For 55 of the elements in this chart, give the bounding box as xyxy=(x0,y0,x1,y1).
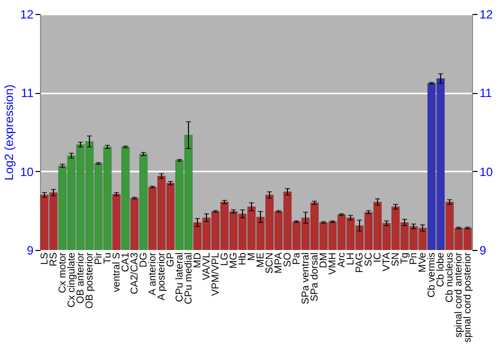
x-tick-label: Pn xyxy=(408,252,420,265)
x-tick-label: OB anterior xyxy=(75,252,86,304)
x-tick-label: spinal cord posterior xyxy=(462,252,474,343)
x-tick-label: ME xyxy=(256,252,266,268)
y-tick-label: 12 xyxy=(20,8,34,22)
x-tick-label: Tu xyxy=(102,252,114,264)
x-tick-label: Pir xyxy=(93,252,104,265)
x-tick-label: SO xyxy=(282,252,294,267)
x-tick-label: DM xyxy=(318,252,330,268)
x-tick-label: VMH xyxy=(328,252,339,275)
y2-tick-label: 9 xyxy=(480,244,486,258)
y-tick-label: 10 xyxy=(20,164,34,179)
x-tick-label: VPM/VPL xyxy=(210,252,222,296)
x-tick-label: Cx motor xyxy=(57,252,68,294)
x-tick-label: LG xyxy=(219,252,230,266)
x-tick-label: Hb xyxy=(237,252,248,266)
x-tick-label: Cb lobe xyxy=(436,252,447,287)
x-tick-label: MPA xyxy=(274,252,285,274)
y-tick-label: 9 xyxy=(26,244,34,258)
x-tick-label: RS xyxy=(48,252,60,266)
x-tick-label: CPu lateral xyxy=(174,252,186,302)
x-tick-label: Arc xyxy=(336,252,348,268)
x-tick-label: CA2/CA3 xyxy=(129,252,140,294)
x-tick-label: Cx cingulate xyxy=(66,252,78,308)
x-tick-label: ventral S xyxy=(111,252,122,292)
x-tick-label: M xyxy=(246,252,258,261)
x-tick-label: MD xyxy=(192,252,204,268)
x-tick-label: A anterior xyxy=(147,252,158,296)
x-tick-label: SPa dorsal xyxy=(310,252,321,302)
x-tick-label: SN xyxy=(390,252,402,266)
x-tick-label: CA1 xyxy=(120,252,132,272)
x-tick-label: VA/VL xyxy=(201,252,212,280)
x-tick-label: Pa xyxy=(292,252,303,265)
x-tick-label: LS xyxy=(39,252,50,265)
x-tick-label: MG xyxy=(228,252,240,269)
y2-tick-label: 10 xyxy=(480,164,494,179)
x-tick-label: Cb nucleus xyxy=(444,252,456,303)
x-tick-label: PAG xyxy=(354,252,366,273)
x-tick-label: Tg xyxy=(400,252,411,264)
x-tick-label: CPu medial xyxy=(183,252,194,304)
x-tick-label: LH xyxy=(346,252,357,266)
x-tick-label: DG xyxy=(138,252,150,268)
x-tick-label: SC xyxy=(364,252,375,266)
x-tick-label: OB posterior xyxy=(84,252,96,309)
x-tick-label: A posterior xyxy=(156,252,168,300)
x-tick-label: IC xyxy=(372,252,384,262)
y2-tick-label: 11 xyxy=(480,86,492,100)
y2-tick-label: 12 xyxy=(480,8,494,22)
y-tick-label: 11 xyxy=(21,86,34,100)
x-tick-label: MVe xyxy=(418,252,429,273)
x-tick-label: SCN xyxy=(264,252,276,274)
x-tick-label: spinal cord anterior xyxy=(454,252,465,338)
y-axis-title: Log2 (expression) xyxy=(2,84,16,181)
x-tick-label: VTA xyxy=(382,252,393,272)
x-tick-label: GP xyxy=(165,252,176,267)
